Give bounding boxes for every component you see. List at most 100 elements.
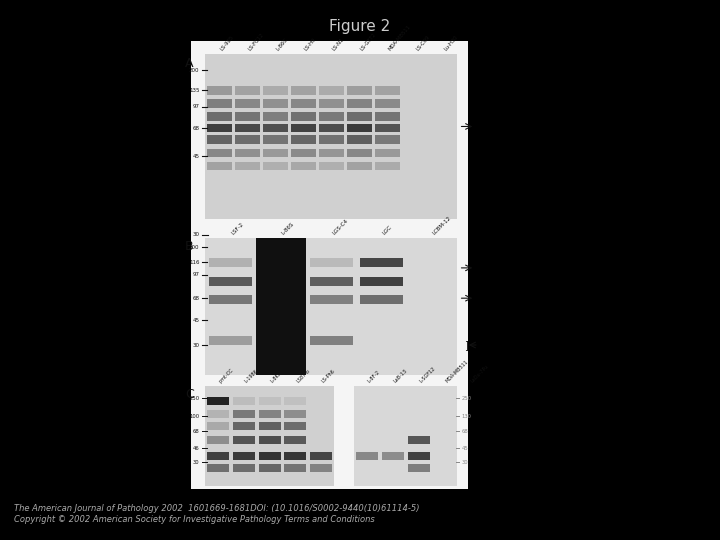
Bar xyxy=(256,238,306,375)
Bar xyxy=(207,397,229,405)
Text: pmt-CC: pmt-CC xyxy=(218,367,235,384)
Bar xyxy=(235,99,259,107)
Bar xyxy=(375,148,400,157)
Text: 45: 45 xyxy=(192,153,199,159)
Text: LS-N1: LS-N1 xyxy=(331,37,345,52)
Bar xyxy=(263,112,287,121)
Text: ]: ] xyxy=(464,340,468,350)
Bar xyxy=(284,397,306,405)
Bar xyxy=(207,436,229,444)
Text: 250: 250 xyxy=(189,396,199,401)
Bar xyxy=(207,422,229,430)
Text: LSF-2: LSF-2 xyxy=(230,221,245,235)
Text: LGC: LGC xyxy=(382,224,393,235)
Bar xyxy=(347,112,372,121)
Bar xyxy=(375,86,400,94)
Text: L-8KF1: L-8KF1 xyxy=(269,369,285,384)
Bar xyxy=(263,124,287,132)
Bar xyxy=(310,336,353,346)
Bar xyxy=(235,136,259,144)
Bar xyxy=(347,86,372,94)
Text: 100: 100 xyxy=(189,414,199,418)
Bar xyxy=(235,148,259,157)
Bar xyxy=(375,112,400,121)
Bar xyxy=(258,410,281,418)
Text: 130: 130 xyxy=(462,414,472,418)
Text: 30: 30 xyxy=(193,460,199,464)
Text: 97: 97 xyxy=(192,272,199,277)
Bar xyxy=(356,452,378,460)
Bar xyxy=(347,99,372,107)
Bar xyxy=(207,148,232,157)
Bar xyxy=(207,112,232,121)
Bar xyxy=(408,464,430,472)
Text: LS-FC12: LS-FC12 xyxy=(247,32,265,52)
Bar xyxy=(310,464,332,472)
Bar xyxy=(319,112,343,121)
Text: L-8F-2: L-8F-2 xyxy=(367,370,382,384)
Text: LaB-13: LaB-13 xyxy=(393,368,408,384)
Text: LCBM-12: LCBM-12 xyxy=(432,215,452,235)
Bar xyxy=(263,86,287,94)
Bar xyxy=(360,277,403,286)
Text: LaDu-7Pu: LaDu-7Pu xyxy=(470,364,490,384)
Text: 30: 30 xyxy=(192,232,199,238)
Bar xyxy=(360,258,403,267)
Text: 45: 45 xyxy=(462,446,468,450)
Bar xyxy=(284,436,306,444)
Bar xyxy=(382,452,404,460)
Text: 30: 30 xyxy=(462,460,468,464)
Bar xyxy=(258,464,281,472)
Bar xyxy=(263,136,287,144)
Text: L-86S: L-86S xyxy=(281,221,295,235)
Bar xyxy=(310,295,353,304)
Bar xyxy=(291,86,315,94)
Text: MDA-MB511: MDA-MB511 xyxy=(387,24,412,52)
Bar xyxy=(233,464,255,472)
Bar xyxy=(205,54,457,219)
Bar xyxy=(235,112,259,121)
Bar xyxy=(207,99,232,107)
Text: 45: 45 xyxy=(192,318,199,323)
Bar xyxy=(258,452,281,460)
Bar xyxy=(284,410,306,418)
Text: 116: 116 xyxy=(189,260,199,265)
Text: L-86C: L-86C xyxy=(275,37,289,52)
Text: Lu-H30: Lu-H30 xyxy=(444,35,459,52)
Bar xyxy=(347,136,372,144)
Bar xyxy=(291,99,315,107)
Bar xyxy=(319,99,343,107)
Text: 30: 30 xyxy=(192,342,199,348)
Bar xyxy=(235,86,259,94)
Bar xyxy=(209,336,252,346)
Text: C: C xyxy=(185,388,194,401)
Text: 46: 46 xyxy=(193,446,199,450)
Bar xyxy=(291,124,315,132)
Bar xyxy=(207,410,229,418)
Bar xyxy=(291,112,315,121)
Text: LS-GFT2: LS-GFT2 xyxy=(359,32,377,52)
Bar xyxy=(354,386,457,486)
Text: B: B xyxy=(185,240,194,253)
Bar xyxy=(319,136,343,144)
Text: 135: 135 xyxy=(189,87,199,93)
Bar xyxy=(258,397,281,405)
Bar xyxy=(347,124,372,132)
Bar xyxy=(207,124,232,132)
Bar xyxy=(207,136,232,144)
Bar xyxy=(263,148,287,157)
Text: L-1986: L-1986 xyxy=(244,369,259,384)
Text: A: A xyxy=(185,57,194,70)
Text: LS-985: LS-985 xyxy=(219,35,235,52)
Text: 68: 68 xyxy=(192,126,199,131)
Bar xyxy=(319,124,343,132)
Bar xyxy=(205,238,457,375)
Bar xyxy=(258,436,281,444)
Bar xyxy=(263,99,287,107)
Bar xyxy=(235,124,259,132)
Text: LS-C09: LS-C09 xyxy=(415,35,431,52)
Bar xyxy=(207,161,232,170)
Bar xyxy=(319,148,343,157)
Bar xyxy=(209,295,252,304)
Bar xyxy=(375,124,400,132)
